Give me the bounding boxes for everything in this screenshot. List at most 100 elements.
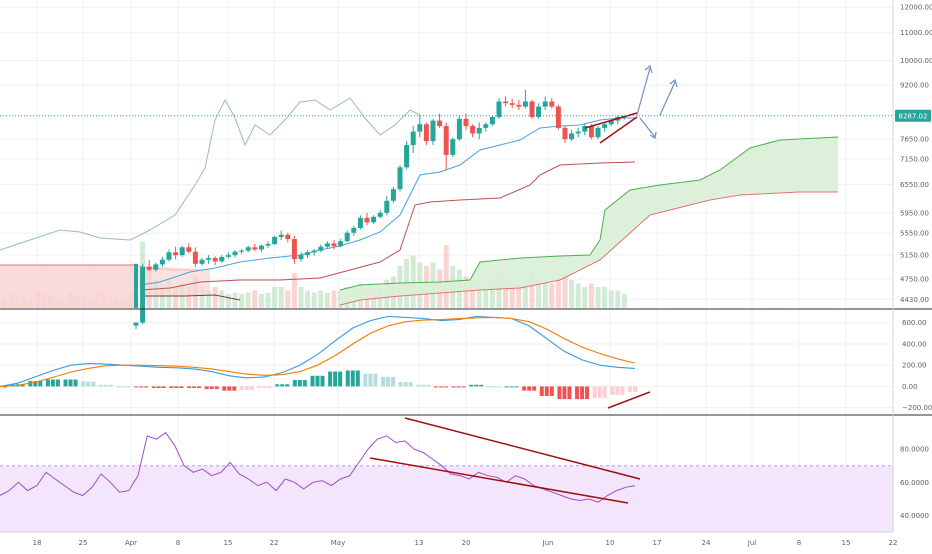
cloud-span-a-bull — [339, 136, 839, 291]
price-tick-label: 5150.00 — [900, 252, 929, 260]
macd-histogram-bar — [73, 379, 78, 387]
macd-histogram-bar — [179, 386, 184, 388]
candle-body — [159, 259, 165, 265]
volume-bar — [496, 273, 502, 308]
macd-histogram-bar — [55, 379, 60, 387]
tenkan-sen — [139, 117, 635, 286]
volume-bar — [588, 283, 594, 308]
volume-bar — [483, 283, 489, 308]
macd-histogram-bar — [187, 386, 192, 388]
volume-bar — [582, 287, 588, 308]
volume-bar — [536, 280, 542, 308]
macd-histogram-bar — [456, 386, 461, 388]
volume-bar — [476, 283, 482, 308]
macd-histogram-bar — [338, 371, 343, 387]
macd-histogram-bar — [443, 386, 448, 388]
time-tick-label: 22 — [270, 539, 279, 547]
macd-histogram-bar — [144, 386, 149, 388]
volume-bar — [258, 294, 264, 308]
macd-histogram-bar — [285, 384, 290, 387]
macd-histogram-bar — [549, 386, 554, 396]
candle-body — [582, 126, 588, 132]
macd-histogram-bar — [232, 386, 237, 391]
macd-histogram-bar — [615, 386, 620, 395]
rsi-line — [0, 431, 636, 503]
time-tick-label: 8 — [176, 539, 180, 547]
macd-histogram-bar — [3, 386, 7, 388]
price-tick-label: 11000.00 — [900, 29, 932, 37]
macd-histogram-bar — [575, 386, 580, 400]
price-tick-label: 7150.00 — [900, 155, 929, 163]
volume-bar — [219, 290, 225, 308]
time-tick-label: 10 — [606, 539, 615, 547]
candle-body — [536, 106, 542, 118]
chikou-span — [0, 97, 421, 251]
candle-body — [595, 127, 601, 138]
wedge-upper-line — [584, 112, 638, 129]
macd-histogram-bar — [557, 386, 562, 400]
candle-body — [555, 106, 561, 128]
candle-body — [134, 263, 138, 308]
macd-histogram-bar — [139, 386, 144, 388]
volume-bar — [516, 283, 522, 308]
macd-histogram-bar — [620, 386, 625, 395]
macd-histogram-bar — [333, 371, 338, 387]
macd-histogram-bar — [426, 384, 431, 387]
macd-histogram-bar — [33, 381, 38, 387]
candle-body — [371, 216, 377, 223]
candle-body — [291, 239, 297, 260]
candle-body — [133, 322, 139, 326]
macd-histogram-bar — [192, 386, 197, 388]
macd-histogram-bar — [280, 384, 285, 387]
volume-bar — [608, 290, 614, 308]
volume-bar — [595, 287, 601, 308]
volume-bar — [463, 276, 469, 308]
macd-histogram-bar — [197, 386, 202, 388]
candle-body — [232, 251, 238, 256]
current-price-badge — [895, 109, 931, 122]
volume-bar — [206, 290, 212, 308]
drawn-annotations[interactable] — [369, 64, 678, 504]
volume-bar — [278, 287, 284, 308]
candle-body — [318, 246, 324, 251]
macd-histogram-bar — [267, 386, 272, 388]
candle-body — [272, 236, 278, 244]
price-tick-label: 6550.00 — [900, 181, 929, 189]
volume-bar — [324, 292, 330, 308]
macd-histogram-bar — [328, 371, 333, 387]
macd-histogram-bar — [38, 381, 43, 387]
volume-bar — [569, 280, 575, 308]
time-tick-label: 24 — [702, 539, 711, 547]
projection-arrow-up-1 — [636, 67, 651, 116]
candle-body — [225, 255, 231, 257]
candle-body — [562, 127, 568, 140]
candle-body — [575, 131, 581, 134]
volume-bar — [575, 283, 581, 308]
volume-bar — [621, 294, 627, 308]
macd-histogram-bar — [214, 386, 219, 390]
macd-histogram-bar — [204, 386, 209, 390]
macd-histogram-bar — [514, 386, 519, 388]
macd-histogram-bar — [302, 380, 307, 387]
macd-histogram-bar — [63, 379, 68, 387]
ichimoku-lines — [0, 97, 636, 291]
macd-histogram-bar — [134, 386, 139, 388]
macd-histogram-bar — [20, 384, 25, 387]
macd-tick-label: 600.00 — [902, 319, 927, 327]
time-tick-label: Apr — [125, 539, 137, 547]
volume-bar — [239, 294, 245, 308]
volume-bar — [298, 287, 304, 308]
rsi-panel — [0, 431, 893, 533]
macd-tick-label: −200.00 — [902, 404, 932, 412]
macd-histogram-bar — [491, 386, 496, 388]
macd-histogram-bar — [539, 386, 544, 396]
macd-histogram-bar — [86, 381, 91, 387]
candle-body — [503, 101, 509, 104]
macd-histogram-bar — [381, 376, 386, 387]
candle-body — [456, 118, 462, 140]
macd-histogram-bar — [391, 376, 396, 387]
candle-body — [489, 117, 495, 125]
